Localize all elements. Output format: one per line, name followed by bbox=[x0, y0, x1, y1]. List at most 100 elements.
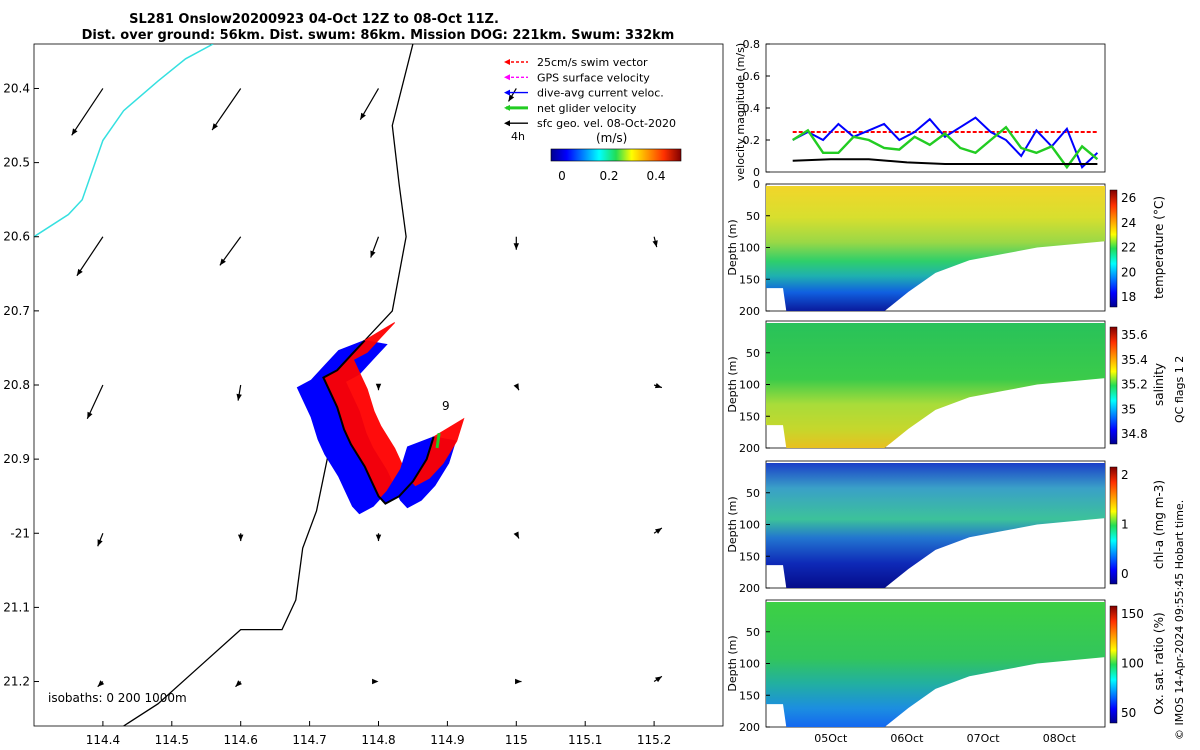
legend-item: net glider velocity bbox=[504, 102, 637, 115]
sfc-geo-vector-head bbox=[219, 258, 226, 266]
section-panel: 50 100 150 200 Depth (m) 0 1 2 chl-a (mg m-3) bbox=[726, 460, 1166, 595]
sfc-geo-vector-head bbox=[372, 678, 379, 685]
legend-arrowhead bbox=[504, 59, 510, 65]
section-y-tick-label: 50 bbox=[746, 487, 760, 500]
section-colorbar-tick-label: 1 bbox=[1121, 518, 1129, 532]
legend-arrowhead bbox=[504, 89, 510, 96]
map-legend: 25cm/s swim vector GPS surface velocity di… bbox=[504, 56, 676, 130]
section-y-tick-label: 200 bbox=[739, 442, 760, 455]
section-data-field bbox=[766, 323, 1105, 448]
date-x-tick-label: 05Oct bbox=[814, 732, 848, 745]
velocity-axes-frame bbox=[765, 43, 1106, 173]
sfc-geo-vector-head bbox=[236, 393, 242, 401]
legend-label: 25cm/s swim vector bbox=[537, 56, 648, 69]
sfc-geo-vector-head bbox=[87, 411, 93, 419]
section-data-field bbox=[766, 186, 1105, 311]
velocity-y-tick-label: 0.6 bbox=[743, 70, 761, 83]
isobaths-label: isobaths: 0 200 1000m bbox=[48, 691, 187, 705]
sfc-geo-vector-shaft bbox=[71, 88, 104, 136]
speed-colorbar-ticks: 0 0.2 0.4 bbox=[558, 169, 665, 183]
velocity-panel: 0 0.2 0.4 0.6 0.8 velocity magnitude (m/s) bbox=[734, 38, 1106, 181]
sfc-geo-vector-head bbox=[360, 112, 366, 120]
section-colorbar-tick-label: 150 bbox=[1121, 607, 1144, 621]
section-y-tick-label: 200 bbox=[739, 721, 760, 734]
date-x-tick-label: 06Oct bbox=[890, 732, 924, 745]
section-colorbar-tick-label: 34.8 bbox=[1121, 427, 1148, 441]
velocity-y-tick-label: 0 bbox=[753, 166, 760, 179]
legend-label: GPS surface velocity bbox=[537, 71, 650, 84]
map-x-tick-label: 115.1 bbox=[568, 733, 602, 747]
section-colorbar-label: Ox. sat. ratio (%) bbox=[1152, 612, 1166, 714]
qc-flags-label: QC flags 1 2 bbox=[1173, 356, 1186, 423]
speed-colorbar-tick-label: 0.4 bbox=[646, 169, 665, 183]
section-y-tick-label: 150 bbox=[739, 273, 760, 286]
legend-item: GPS surface velocity bbox=[504, 71, 650, 84]
map-y-tick-label: 20.5 bbox=[3, 156, 30, 170]
sfc-geo-vector bbox=[652, 236, 658, 248]
velocity-series-line bbox=[792, 158, 1098, 165]
section-colorbar-tick-label: 22 bbox=[1121, 241, 1136, 255]
date-x-tick-label: 08Oct bbox=[1043, 732, 1077, 745]
sfc-geo-vector-head bbox=[655, 676, 662, 683]
section-colorbar-label: chl-a (mg m-3) bbox=[1152, 480, 1166, 569]
section-y-tick-label: 100 bbox=[739, 658, 760, 671]
section-colorbar-label: salinity bbox=[1152, 363, 1166, 406]
section-ylabel: Depth (m) bbox=[726, 635, 739, 691]
section-colorbar-tick-label: 35.6 bbox=[1121, 328, 1148, 342]
map-x-tick-label: 114.5 bbox=[155, 733, 189, 747]
legend-arrowhead bbox=[504, 120, 510, 127]
sfc-geo-vector bbox=[372, 678, 379, 685]
sfc-geo-vector bbox=[370, 236, 380, 258]
section-colorbar-tick-label: 20 bbox=[1121, 265, 1136, 279]
section-y-tick-label: 50 bbox=[746, 347, 760, 360]
speed-colorbar-tick-label: 0.2 bbox=[599, 169, 618, 183]
map-y-tick-label: 20.8 bbox=[3, 378, 30, 392]
sfc-geo-vector bbox=[513, 383, 520, 391]
sfc-geo-vector-head bbox=[513, 383, 519, 391]
sfc-geo-vector-head bbox=[375, 383, 382, 391]
map-x-tick-label: 114.7 bbox=[292, 733, 326, 747]
section-colorbar-tick-label: 24 bbox=[1121, 216, 1136, 230]
glider-track-line bbox=[322, 339, 435, 505]
section-colorbar-label: temperature (°C) bbox=[1152, 196, 1166, 299]
section-y-tick-label: 50 bbox=[746, 210, 760, 223]
velocity-y-ticks: 0 0.2 0.4 0.6 0.8 bbox=[743, 38, 770, 179]
sfc-geo-vector bbox=[97, 680, 105, 688]
map-panel: 114.4 114.5 114.6 114.7 114.8 114.9 115 115.1 11… bbox=[3, 43, 724, 747]
section-data-field bbox=[766, 463, 1105, 588]
velocity-series bbox=[792, 116, 1099, 170]
section-y-tick-label: 200 bbox=[739, 305, 760, 318]
date-x-tick-label: 07Oct bbox=[967, 732, 1001, 745]
map-x-tick-label: 114.8 bbox=[361, 733, 395, 747]
map-y-tick-label: 20.9 bbox=[3, 452, 30, 466]
sfc-geo-vector-head bbox=[97, 539, 103, 547]
map-x-tick-label: 115.2 bbox=[637, 733, 671, 747]
sfc-geo-vector-head bbox=[370, 250, 376, 258]
sfc-geo-vector-head bbox=[508, 94, 515, 102]
sfc-geo-vector bbox=[653, 382, 663, 389]
sfc-geo-vector bbox=[515, 678, 522, 685]
section-colorbar: 18 20 22 24 26 bbox=[1109, 189, 1136, 308]
velocity-y-tick-label: 0.2 bbox=[743, 134, 761, 147]
sfc-geo-vector bbox=[236, 384, 242, 401]
section-y-tick-label: 100 bbox=[739, 379, 760, 392]
legend-arrowhead bbox=[504, 74, 510, 81]
sfc-geo-vector bbox=[237, 533, 244, 542]
section-colorbar-gradient bbox=[1109, 466, 1118, 585]
legend-label: sfc geo. vel. 08-Oct-2020 bbox=[537, 117, 676, 130]
section-colorbar-gradient bbox=[1109, 605, 1118, 724]
sfc-geo-vector-head bbox=[212, 123, 218, 131]
isobath-200m-line bbox=[34, 44, 214, 238]
legend-item: sfc geo. vel. 08-Oct-2020 bbox=[504, 117, 676, 130]
section-y-ticks: 50 100 150 200 bbox=[739, 347, 770, 455]
sfc-geo-vector bbox=[86, 384, 104, 420]
sfc-geo-vector-head bbox=[513, 531, 519, 539]
section-colorbar-tick-label: 35.4 bbox=[1121, 353, 1148, 367]
speed-colorbar-tick-label: 0 bbox=[558, 169, 566, 183]
section-y-ticks: 0 50 100 150 200 bbox=[739, 178, 770, 318]
section-y-ticks: 50 100 150 200 bbox=[739, 626, 770, 734]
velocity-ylabel: velocity magnitude (m/s) bbox=[734, 43, 747, 181]
map-y-tick-label: 20.6 bbox=[3, 230, 30, 244]
section-panel: 50 100 150 200 Depth (m) 50 100 150 Ox. sat. rat… bbox=[726, 599, 1166, 734]
